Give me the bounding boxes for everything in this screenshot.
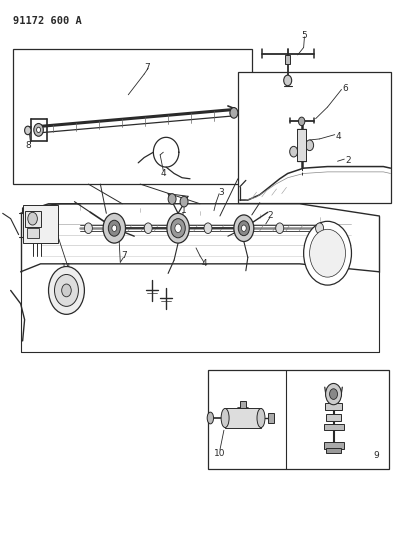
Circle shape: [34, 124, 43, 136]
Bar: [23, 205, 58, 243]
Text: 91172 600 A: 91172 600 A: [13, 15, 82, 26]
Circle shape: [330, 389, 338, 399]
Circle shape: [54, 274, 78, 306]
Circle shape: [276, 223, 284, 233]
Ellipse shape: [207, 412, 214, 424]
Circle shape: [112, 225, 117, 231]
Bar: [268, 413, 274, 423]
Text: 11: 11: [61, 263, 73, 272]
Text: 3: 3: [218, 188, 224, 197]
Circle shape: [230, 108, 238, 118]
Text: 4: 4: [160, 169, 166, 178]
Circle shape: [306, 140, 314, 151]
Circle shape: [48, 266, 84, 314]
Circle shape: [238, 221, 250, 236]
Circle shape: [290, 147, 298, 157]
Text: 7: 7: [144, 63, 150, 71]
Ellipse shape: [257, 408, 265, 427]
Text: 4: 4: [336, 132, 341, 141]
Bar: [238, 72, 391, 203]
Bar: [27, 228, 38, 238]
Ellipse shape: [221, 408, 229, 427]
Circle shape: [62, 284, 71, 297]
Bar: [285, 55, 290, 64]
Circle shape: [284, 75, 292, 86]
Circle shape: [168, 193, 176, 204]
Text: 10: 10: [214, 449, 226, 458]
Circle shape: [144, 223, 152, 233]
Text: 8: 8: [26, 141, 31, 150]
Bar: [326, 448, 341, 453]
Circle shape: [310, 229, 346, 277]
Circle shape: [326, 383, 342, 405]
Bar: [324, 442, 344, 449]
Circle shape: [175, 224, 181, 232]
Circle shape: [242, 225, 246, 231]
Bar: [324, 424, 344, 430]
Text: 9: 9: [374, 451, 380, 460]
Circle shape: [204, 223, 212, 233]
Bar: [297, 130, 306, 161]
Text: 4: 4: [202, 260, 208, 268]
Bar: [325, 402, 342, 410]
Text: 2: 2: [346, 156, 351, 165]
Text: 2: 2: [268, 212, 273, 221]
Bar: [326, 414, 341, 421]
Bar: [225, 408, 261, 427]
Circle shape: [108, 220, 120, 236]
Circle shape: [180, 196, 188, 207]
Bar: [240, 401, 246, 408]
Text: 5: 5: [302, 31, 307, 40]
Circle shape: [36, 127, 40, 133]
Circle shape: [167, 213, 189, 243]
Circle shape: [25, 126, 31, 135]
Circle shape: [103, 213, 126, 243]
Text: 7: 7: [121, 252, 127, 260]
Circle shape: [304, 221, 352, 285]
Circle shape: [316, 223, 324, 233]
Circle shape: [28, 212, 37, 225]
Circle shape: [298, 117, 305, 126]
Bar: [25, 211, 40, 227]
Bar: [13, 49, 252, 184]
Circle shape: [171, 219, 185, 238]
Circle shape: [84, 223, 92, 233]
Bar: [208, 370, 389, 469]
Circle shape: [234, 215, 254, 241]
Text: 6: 6: [342, 84, 348, 93]
Text: 1: 1: [181, 206, 187, 215]
